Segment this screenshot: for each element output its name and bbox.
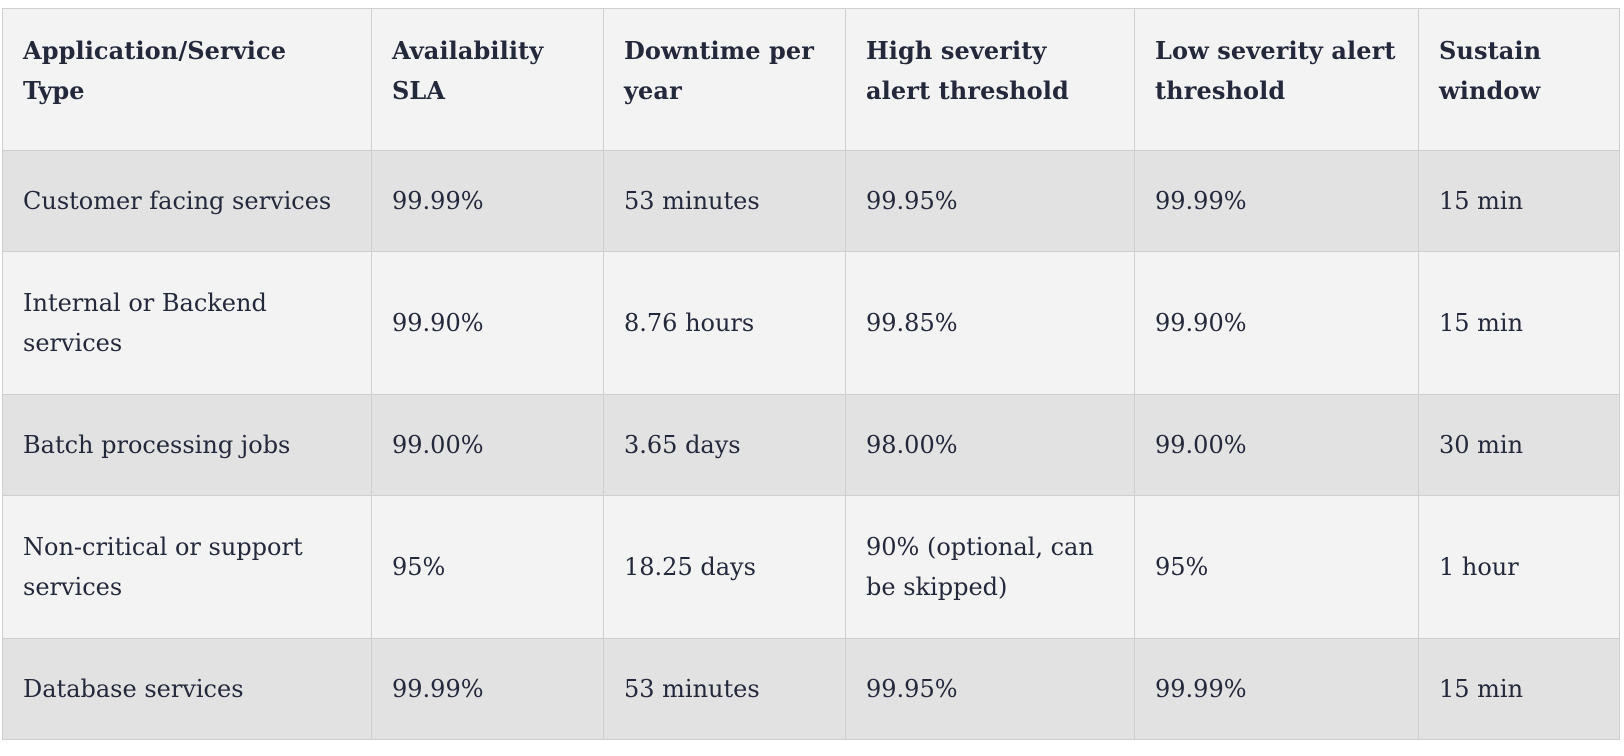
- table-body: Customer facing services 99.99% 53 minut…: [2, 150, 1620, 740]
- cell-high-severity-threshold: 99.95%: [845, 150, 1135, 252]
- cell-service-type: Customer facing services: [2, 150, 372, 252]
- cell-low-severity-threshold: 95%: [1134, 495, 1419, 639]
- header-sustain-window: Sustain window: [1418, 8, 1620, 151]
- cell-availability-sla: 99.00%: [371, 394, 604, 496]
- cell-service-type: Batch processing jobs: [2, 394, 372, 496]
- cell-availability-sla: 99.99%: [371, 150, 604, 252]
- cell-downtime-per-year: 53 minutes: [603, 638, 846, 740]
- cell-sustain-window: 1 hour: [1418, 495, 1620, 639]
- cell-availability-sla: 95%: [371, 495, 604, 639]
- cell-availability-sla: 99.90%: [371, 251, 604, 395]
- cell-high-severity-threshold: 98.00%: [845, 394, 1135, 496]
- cell-downtime-per-year: 18.25 days: [603, 495, 846, 639]
- header-availability-sla: Availability SLA: [371, 8, 604, 151]
- table-row: Customer facing services 99.99% 53 minut…: [2, 150, 1620, 252]
- cell-service-type: Database services: [2, 638, 372, 740]
- cell-sustain-window: 15 min: [1418, 638, 1620, 740]
- cell-service-type: Non-critical or support services: [2, 495, 372, 639]
- table-row: Batch processing jobs 99.00% 3.65 days 9…: [2, 394, 1620, 496]
- cell-sustain-window: 30 min: [1418, 394, 1620, 496]
- table-row: Internal or Backend services 99.90% 8.76…: [2, 251, 1620, 395]
- cell-availability-sla: 99.99%: [371, 638, 604, 740]
- table-header: Application/Service Type Availability SL…: [2, 8, 1620, 151]
- cell-low-severity-threshold: 99.90%: [1134, 251, 1419, 395]
- cell-high-severity-threshold: 99.85%: [845, 251, 1135, 395]
- header-service-type: Application/Service Type: [2, 8, 372, 151]
- sla-table: Application/Service Type Availability SL…: [2, 8, 1620, 740]
- cell-service-type: Internal or Backend services: [2, 251, 372, 395]
- cell-downtime-per-year: 8.76 hours: [603, 251, 846, 395]
- cell-high-severity-threshold: 99.95%: [845, 638, 1135, 740]
- cell-low-severity-threshold: 99.99%: [1134, 150, 1419, 252]
- table-row: Database services 99.99% 53 minutes 99.9…: [2, 638, 1620, 740]
- cell-downtime-per-year: 53 minutes: [603, 150, 846, 252]
- sla-table-container: Application/Service Type Availability SL…: [2, 8, 1620, 740]
- table-row: Non-critical or support services 95% 18.…: [2, 495, 1620, 639]
- cell-sustain-window: 15 min: [1418, 150, 1620, 252]
- cell-low-severity-threshold: 99.00%: [1134, 394, 1419, 496]
- cell-downtime-per-year: 3.65 days: [603, 394, 846, 496]
- header-high-severity-threshold: High severity alert threshold: [845, 8, 1135, 151]
- cell-low-severity-threshold: 99.99%: [1134, 638, 1419, 740]
- header-downtime-per-year: Downtime per year: [603, 8, 846, 151]
- header-row: Application/Service Type Availability SL…: [2, 8, 1620, 151]
- cell-high-severity-threshold: 90% (optional, can be skipped): [845, 495, 1135, 639]
- header-low-severity-threshold: Low severity alert threshold: [1134, 8, 1419, 151]
- cell-sustain-window: 15 min: [1418, 251, 1620, 395]
